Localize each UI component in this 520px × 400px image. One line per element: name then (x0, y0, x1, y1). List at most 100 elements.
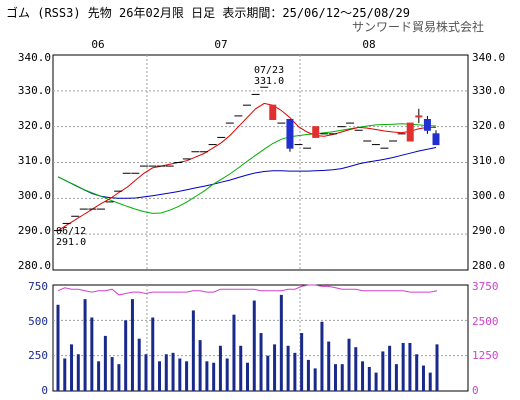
volume-bar (421, 365, 425, 391)
candle-down (432, 133, 440, 146)
ma-short-line (57, 102, 436, 232)
volume-bars (56, 294, 439, 391)
low-annotation-date: 06/12 (56, 226, 86, 237)
month-label-06: 06 (91, 38, 104, 51)
volume-bar (144, 354, 148, 391)
vendor-name: サンワード貿易株式会社 (352, 20, 485, 34)
volume-bar (388, 345, 392, 391)
price-annotations: 06/12 291.0 07/23 331.0 (56, 65, 284, 248)
price-tick-label: 280.0 (472, 259, 505, 272)
volume-axis-left: 750 500 250 0 (28, 280, 48, 397)
volume-bar (279, 294, 283, 391)
price-tick-label: 340.0 (18, 51, 51, 64)
price-axis-right: 340.0 330.0 320.0 310.0 300.0 290.0 280.… (472, 51, 505, 272)
volume-bar (273, 344, 277, 391)
price-tick-label: 290.0 (472, 224, 505, 237)
ma-long-line (57, 147, 437, 199)
volume-bar (333, 364, 337, 391)
volume-bar (110, 357, 114, 391)
candle-down (423, 119, 431, 131)
price-tick-label: 330.0 (18, 84, 51, 97)
moving-average-series (57, 102, 437, 232)
chart-title: ゴム (RSS3) 先物 26年02月限 日足 表示期間：25/06/12〜25… (6, 6, 410, 20)
volume-bar (374, 372, 378, 391)
volume-bar (124, 320, 128, 391)
volume-bar (232, 314, 236, 391)
volume-bar (178, 358, 182, 391)
price-tick-label: 320.0 (18, 119, 51, 132)
volume-bar (347, 338, 351, 391)
price-tick-label: 340.0 (472, 51, 505, 64)
month-label-08: 08 (362, 38, 375, 51)
price-tick-label: 320.0 (472, 119, 505, 132)
high-annotation-date: 07/23 (254, 65, 284, 76)
candle-up (415, 115, 423, 118)
volume-bar (218, 345, 222, 391)
price-tick-label: 300.0 (18, 189, 51, 202)
volume-bar (90, 317, 94, 391)
volume-bar (164, 354, 168, 391)
volume-bar (266, 355, 270, 391)
volume-bar (103, 335, 107, 391)
volume-bar (300, 333, 304, 391)
oi-tick-label: 1250 (472, 349, 499, 362)
oi-tick-label: 0 (472, 384, 479, 397)
volume-bar (83, 299, 87, 391)
volume-bar (394, 364, 398, 391)
volume-bar (239, 345, 243, 391)
volume-bar (320, 321, 324, 391)
volume-bar (185, 361, 189, 391)
volume-tick-label: 0 (41, 384, 48, 397)
oi-tick-label: 3750 (472, 280, 499, 293)
candle-up (312, 126, 320, 138)
volume-bar (340, 364, 344, 391)
open-interest-line (57, 284, 438, 296)
volume-tick-label: 250 (28, 349, 48, 362)
volume-bar (313, 368, 317, 391)
candle-down (286, 119, 294, 149)
volume-bar (130, 299, 134, 391)
candlestick-series (54, 86, 440, 232)
price-tick-label: 310.0 (18, 154, 51, 167)
price-tick-label: 290.0 (18, 224, 51, 237)
volume-tick-label: 750 (28, 280, 48, 293)
volume-bar (198, 340, 202, 391)
volume-bar (137, 338, 141, 391)
volume-bar (293, 352, 297, 391)
volume-bar (415, 354, 419, 391)
low-annotation-price: 291.0 (56, 237, 86, 248)
month-label-07: 07 (214, 38, 227, 51)
open-interest-axis-right: 3750 2500 1250 0 (472, 280, 499, 397)
volume-bar (381, 351, 385, 391)
price-tick-label: 280.0 (18, 259, 51, 272)
ma-mid-line (57, 123, 437, 214)
volume-bar (191, 310, 195, 391)
oi-tick-label: 2500 (472, 315, 499, 328)
volume-bar (306, 359, 310, 391)
volume-bar (361, 361, 365, 391)
high-annotation-price: 331.0 (254, 76, 284, 87)
volume-bar (367, 366, 371, 391)
volume-bar (286, 345, 290, 391)
volume-bar (63, 358, 67, 391)
open-interest-series (57, 284, 438, 296)
volume-bar (259, 333, 263, 391)
volume-tick-label: 500 (28, 315, 48, 328)
volume-bar (246, 362, 249, 391)
volume-bar (327, 341, 331, 391)
volume-bar (76, 354, 80, 391)
volume-bar (408, 342, 412, 391)
volume-bar (225, 358, 229, 391)
volume-bar (212, 362, 216, 391)
volume-bar (97, 361, 101, 391)
volume-bar (435, 344, 439, 391)
volume-bar (428, 372, 432, 391)
volume-bar (171, 352, 175, 391)
price-tick-label: 310.0 (472, 154, 505, 167)
volume-bar (158, 361, 162, 391)
price-tick-label: 300.0 (472, 189, 505, 202)
price-axis-left: 340.0 330.0 320.0 310.0 300.0 290.0 280.… (18, 51, 51, 272)
candle-up (269, 104, 277, 120)
